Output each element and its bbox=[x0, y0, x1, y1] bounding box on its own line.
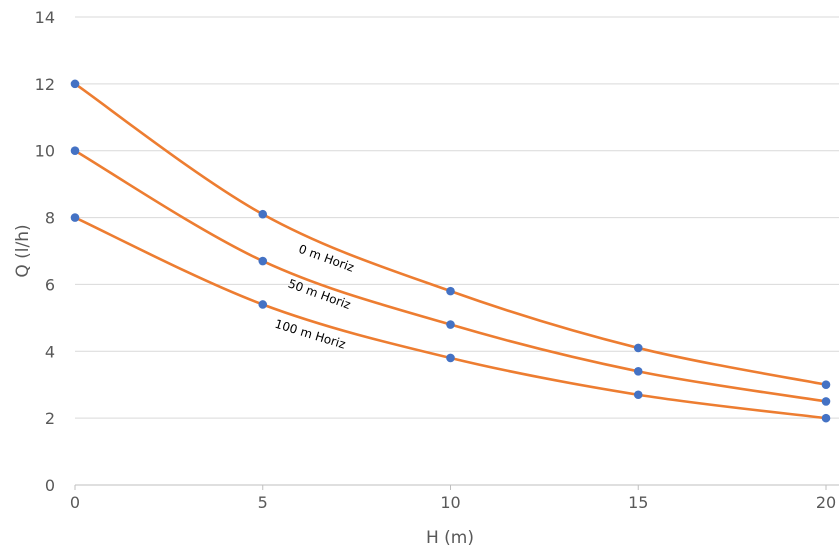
x-tick-label: 15 bbox=[628, 493, 648, 512]
data-points bbox=[70, 79, 831, 423]
data-point bbox=[821, 413, 831, 423]
y-tick-label: 4 bbox=[45, 342, 55, 361]
data-point bbox=[70, 79, 80, 89]
y-tick-label: 2 bbox=[45, 409, 55, 428]
y-tick-label: 12 bbox=[35, 75, 55, 94]
y-axis-title: Q (l/h) bbox=[13, 224, 33, 277]
y-tick-label: 0 bbox=[45, 476, 55, 495]
series-label: 0 m Horiz bbox=[297, 242, 356, 275]
data-point bbox=[446, 286, 455, 296]
gridlines bbox=[75, 16, 839, 419]
data-point bbox=[258, 209, 268, 219]
data-point bbox=[821, 380, 831, 390]
data-point bbox=[446, 353, 455, 363]
data-point bbox=[446, 320, 455, 329]
axes: 0 2 4 6 8 10 12 14 0 5 10 15 20 bbox=[35, 8, 839, 512]
data-point bbox=[633, 367, 643, 376]
data-point bbox=[70, 213, 80, 222]
y-tick-label: 10 bbox=[35, 142, 55, 161]
data-point bbox=[633, 390, 643, 400]
data-point bbox=[633, 343, 643, 353]
x-axis-title: H (m) bbox=[426, 528, 474, 548]
data-point bbox=[258, 300, 268, 309]
x-tick-label: 10 bbox=[440, 493, 460, 512]
series-line bbox=[73, 216, 828, 420]
x-tick-label: 20 bbox=[816, 493, 836, 512]
y-tick-label: 8 bbox=[45, 209, 55, 228]
x-tick-label: 0 bbox=[70, 493, 80, 512]
series-label: 50 m Horiz bbox=[286, 276, 352, 312]
series-lines bbox=[73, 82, 828, 420]
x-tick-label: 5 bbox=[258, 493, 268, 512]
y-tick-label: 14 bbox=[35, 8, 55, 27]
series-line bbox=[73, 82, 828, 387]
data-point bbox=[258, 256, 268, 266]
data-point bbox=[821, 397, 831, 406]
y-tick-label: 6 bbox=[45, 275, 55, 294]
data-point bbox=[70, 146, 80, 156]
